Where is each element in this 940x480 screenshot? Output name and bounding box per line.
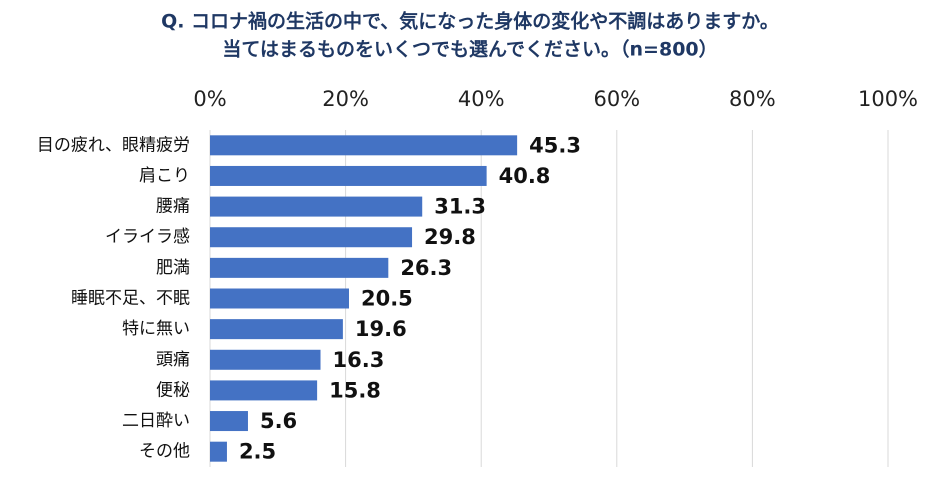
bar — [210, 196, 423, 217]
value-label: 5.6 — [260, 409, 297, 433]
bar — [210, 380, 318, 401]
y-tick-label: 肥満 — [156, 258, 190, 278]
y-tick-label: 目の疲れ、眼精疲労 — [37, 135, 190, 155]
bar — [210, 288, 349, 309]
y-tick-label: 二日酔い — [122, 411, 190, 431]
bar — [210, 349, 321, 370]
value-label: 16.3 — [333, 348, 385, 372]
x-tick-label: 40% — [458, 87, 505, 111]
x-tick-label: 100% — [858, 87, 918, 111]
y-tick-label: 腰痛 — [156, 197, 190, 217]
value-label: 19.6 — [355, 317, 407, 341]
value-label: 31.3 — [434, 195, 486, 219]
y-tick-label: 特に無い — [122, 319, 190, 339]
value-label: 29.8 — [424, 225, 476, 249]
bar — [210, 135, 518, 156]
x-tick-label: 20% — [322, 87, 369, 111]
bar — [210, 165, 487, 186]
bar — [210, 441, 227, 462]
value-label: 45.3 — [529, 133, 581, 157]
y-tick-label: 肩こり — [139, 166, 190, 186]
x-tick-label: 60% — [593, 87, 640, 111]
value-label: 15.8 — [329, 378, 381, 402]
value-label: 2.5 — [239, 440, 276, 464]
chart-title: Q. コロナ禍の生活の中で、気になった身体の変化や不調はありますか。 — [161, 10, 779, 33]
x-tick-label: 0% — [193, 87, 226, 111]
value-label: 26.3 — [400, 256, 452, 280]
y-tick-label: 睡眠不足、不眠 — [71, 289, 190, 309]
bar — [210, 257, 389, 278]
value-label: 20.5 — [361, 287, 413, 311]
value-label: 40.8 — [499, 164, 551, 188]
bar — [210, 411, 248, 432]
y-tick-label: イライラ感 — [105, 227, 190, 247]
x-tick-label: 80% — [729, 87, 776, 111]
y-tick-label: 便秘 — [156, 380, 190, 400]
bar — [210, 227, 413, 248]
y-tick-label: 頭痛 — [156, 350, 190, 370]
chart-title: 当てはまるものをいくつでも選んでください。（n=800） — [222, 38, 717, 61]
bar — [210, 319, 343, 340]
y-tick-label: その他 — [139, 442, 190, 462]
